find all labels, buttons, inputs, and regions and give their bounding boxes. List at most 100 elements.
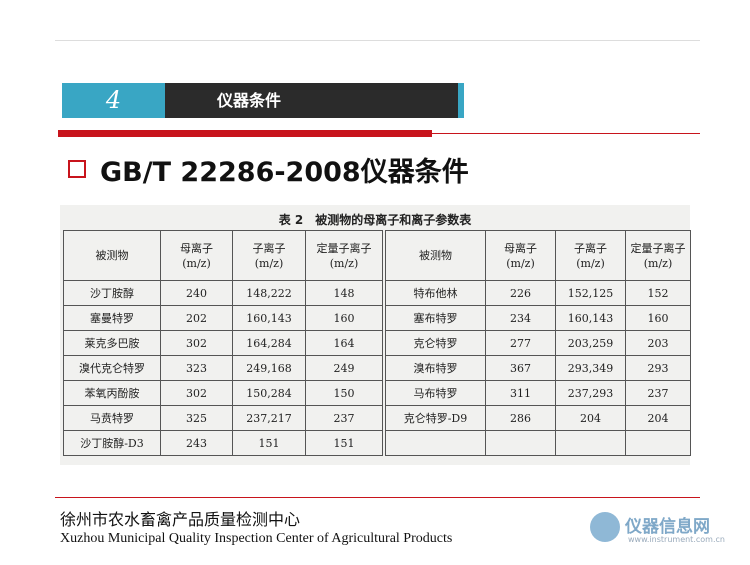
- empty-cell: [385, 430, 486, 456]
- table-cell: 302: [160, 380, 233, 406]
- table-cell: 286: [485, 405, 556, 431]
- table-cell: 237,217: [232, 405, 306, 431]
- cell-text: 240: [186, 286, 207, 300]
- table-cell: 150: [305, 380, 383, 406]
- table-cell: 367: [485, 355, 556, 381]
- table-cell: 226: [485, 280, 556, 306]
- table-cell: 237,293: [555, 380, 626, 406]
- cell-text: 148,222: [246, 286, 292, 300]
- column-header: 被测物: [63, 230, 161, 281]
- table-cell: 151: [232, 430, 306, 456]
- table-cell: 151: [305, 430, 383, 456]
- cell-text: 293,349: [567, 361, 614, 375]
- table-cell: 203: [625, 330, 691, 356]
- heading: GB/T 22286-2008仪器条件: [100, 157, 469, 188]
- table-cell: 特布他林: [385, 280, 486, 306]
- cell-text: 沙丁胺醇-D3: [80, 436, 144, 450]
- column-header: 母离子 (m/z): [485, 230, 556, 281]
- table-cell: 160,143: [232, 305, 306, 331]
- bullet: [68, 160, 86, 178]
- cell-text: 子离子: [574, 241, 607, 255]
- cell-text: 定量子离子: [630, 241, 686, 255]
- column-header: 母离子 (m/z): [160, 230, 233, 281]
- cell-text: 150: [333, 386, 355, 400]
- table-cell: 237: [625, 380, 691, 406]
- cell-text: 塞曼特罗: [90, 311, 134, 325]
- section-title: 仪器条件: [165, 83, 458, 118]
- cell-text: 160,143: [246, 311, 292, 325]
- cell-text: 204: [647, 411, 669, 425]
- cell-text: 203,259: [567, 336, 614, 350]
- cell-text: 马贲特罗: [90, 411, 134, 425]
- table-cell: 240: [160, 280, 233, 306]
- cell-text: (m/z): [254, 256, 284, 270]
- table-cell: 塞曼特罗: [63, 305, 161, 331]
- cell-text: 293: [647, 361, 669, 375]
- table-cell: 293: [625, 355, 691, 381]
- table-cell: 160,143: [555, 305, 626, 331]
- bar-end: [458, 83, 464, 118]
- cell-text: 特布他林: [413, 286, 458, 300]
- table-cell: 164: [305, 330, 383, 356]
- table-cell: 152,125: [555, 280, 626, 306]
- cell-text: (m/z): [643, 256, 673, 270]
- table-cell: 237: [305, 405, 383, 431]
- cell-text: 母离子: [180, 241, 213, 255]
- logo-url: www.instrument.com.cn: [628, 535, 725, 544]
- cell-text: 164: [333, 336, 355, 350]
- table-cell: 沙丁胺醇: [63, 280, 161, 306]
- cell-text: 160: [333, 311, 355, 325]
- cell-text: (m/z): [329, 256, 359, 270]
- cell-text: 202: [186, 311, 207, 325]
- table-cell: 204: [555, 405, 626, 431]
- cell-text: 243: [186, 436, 207, 450]
- cell-text: 苯氧丙酚胺: [84, 386, 140, 400]
- cell-text: (m/z): [182, 256, 211, 270]
- table-cell: 148: [305, 280, 383, 306]
- cell-text: 150,284: [246, 386, 292, 400]
- cell-text: 子离子: [252, 241, 286, 255]
- table-cell: 249,168: [232, 355, 306, 381]
- top-line: [55, 40, 700, 41]
- column-header: 定量子离子 (m/z): [305, 230, 383, 281]
- table-caption: 表 2 被测物的母离子和离子参数表: [278, 213, 472, 227]
- table-cell: 293,349: [555, 355, 626, 381]
- table-cell: 243: [160, 430, 233, 456]
- table-cell: 249: [305, 355, 383, 381]
- table-image: 表 2 被测物的母离子和离子参数表 被测物 母离子 (m/z) 子离子 (m/z) 定量子…: [60, 205, 691, 465]
- table-cell: 302: [160, 330, 233, 356]
- cell-text: 马布特罗: [413, 386, 458, 400]
- cell-text: 302: [186, 336, 207, 350]
- table-cell: 沙丁胺醇-D3: [63, 430, 161, 456]
- cell-text: 277: [510, 336, 531, 350]
- cell-text: 160: [647, 311, 669, 325]
- footer-line: [55, 497, 700, 498]
- cell-text: 237,217: [246, 411, 292, 425]
- cell-text: 237,293: [567, 386, 614, 400]
- red-line: [432, 133, 700, 134]
- cell-text: 151: [258, 436, 280, 450]
- cell-text: 323: [186, 361, 207, 375]
- table-cell: 325: [160, 405, 233, 431]
- cell-text: 沙丁胺醇: [90, 286, 134, 300]
- cell-text: 溴代克仑特罗: [79, 361, 145, 375]
- cell-text: 塞布特罗: [413, 311, 458, 325]
- table-cell: 马布特罗: [385, 380, 486, 406]
- cell-text: 克仑特罗: [413, 336, 458, 350]
- footer-english: Xuzhou Municipal Quality Inspection Cent…: [60, 531, 453, 546]
- empty-cell: [485, 430, 556, 456]
- cell-text: 203: [647, 336, 669, 350]
- cell-text: 249: [333, 361, 355, 375]
- table-cell: 马贲特罗: [63, 405, 161, 431]
- cell-text: (m/z): [506, 256, 535, 270]
- empty-cell: [555, 430, 626, 456]
- table-cell: 234: [485, 305, 556, 331]
- logo-icon: [590, 512, 620, 542]
- table-cell: 202: [160, 305, 233, 331]
- cell-text: 311: [510, 386, 531, 400]
- empty-cell: [625, 430, 691, 456]
- table-cell: 克仑特罗: [385, 330, 486, 356]
- table-cell: 160: [305, 305, 383, 331]
- cell-text: 234: [510, 311, 531, 325]
